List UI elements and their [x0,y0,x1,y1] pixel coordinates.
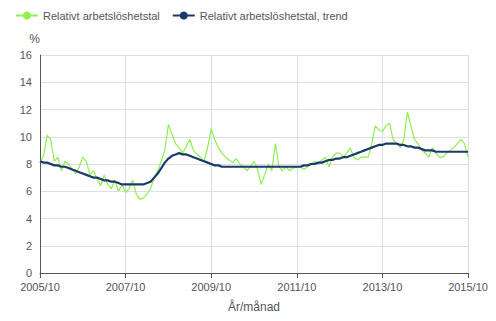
svg-text:%: % [29,32,40,46]
svg-text:16: 16 [20,49,32,61]
svg-text:2011/10: 2011/10 [277,281,316,293]
svg-text:2009/10: 2009/10 [191,281,231,293]
svg-text:6: 6 [26,185,32,197]
svg-text:12: 12 [20,104,32,116]
svg-text:2005/10: 2005/10 [20,281,60,293]
svg-text:2013/10: 2013/10 [363,281,403,293]
svg-text:År/månad: År/månad [228,299,280,314]
svg-text:4: 4 [26,213,32,225]
svg-text:0: 0 [26,267,32,279]
svg-text:10: 10 [20,131,32,143]
svg-text:2: 2 [26,240,32,252]
svg-text:14: 14 [20,76,32,88]
svg-text:8: 8 [26,158,32,170]
svg-text:2015/10: 2015/10 [448,281,488,293]
svg-text:Relativt arbetslöshetstal, tre: Relativt arbetslöshetstal, trend [200,10,348,22]
svg-text:Relativt arbetslöshetstal: Relativt arbetslöshetstal [43,10,160,22]
svg-text:2007/10: 2007/10 [106,281,146,293]
